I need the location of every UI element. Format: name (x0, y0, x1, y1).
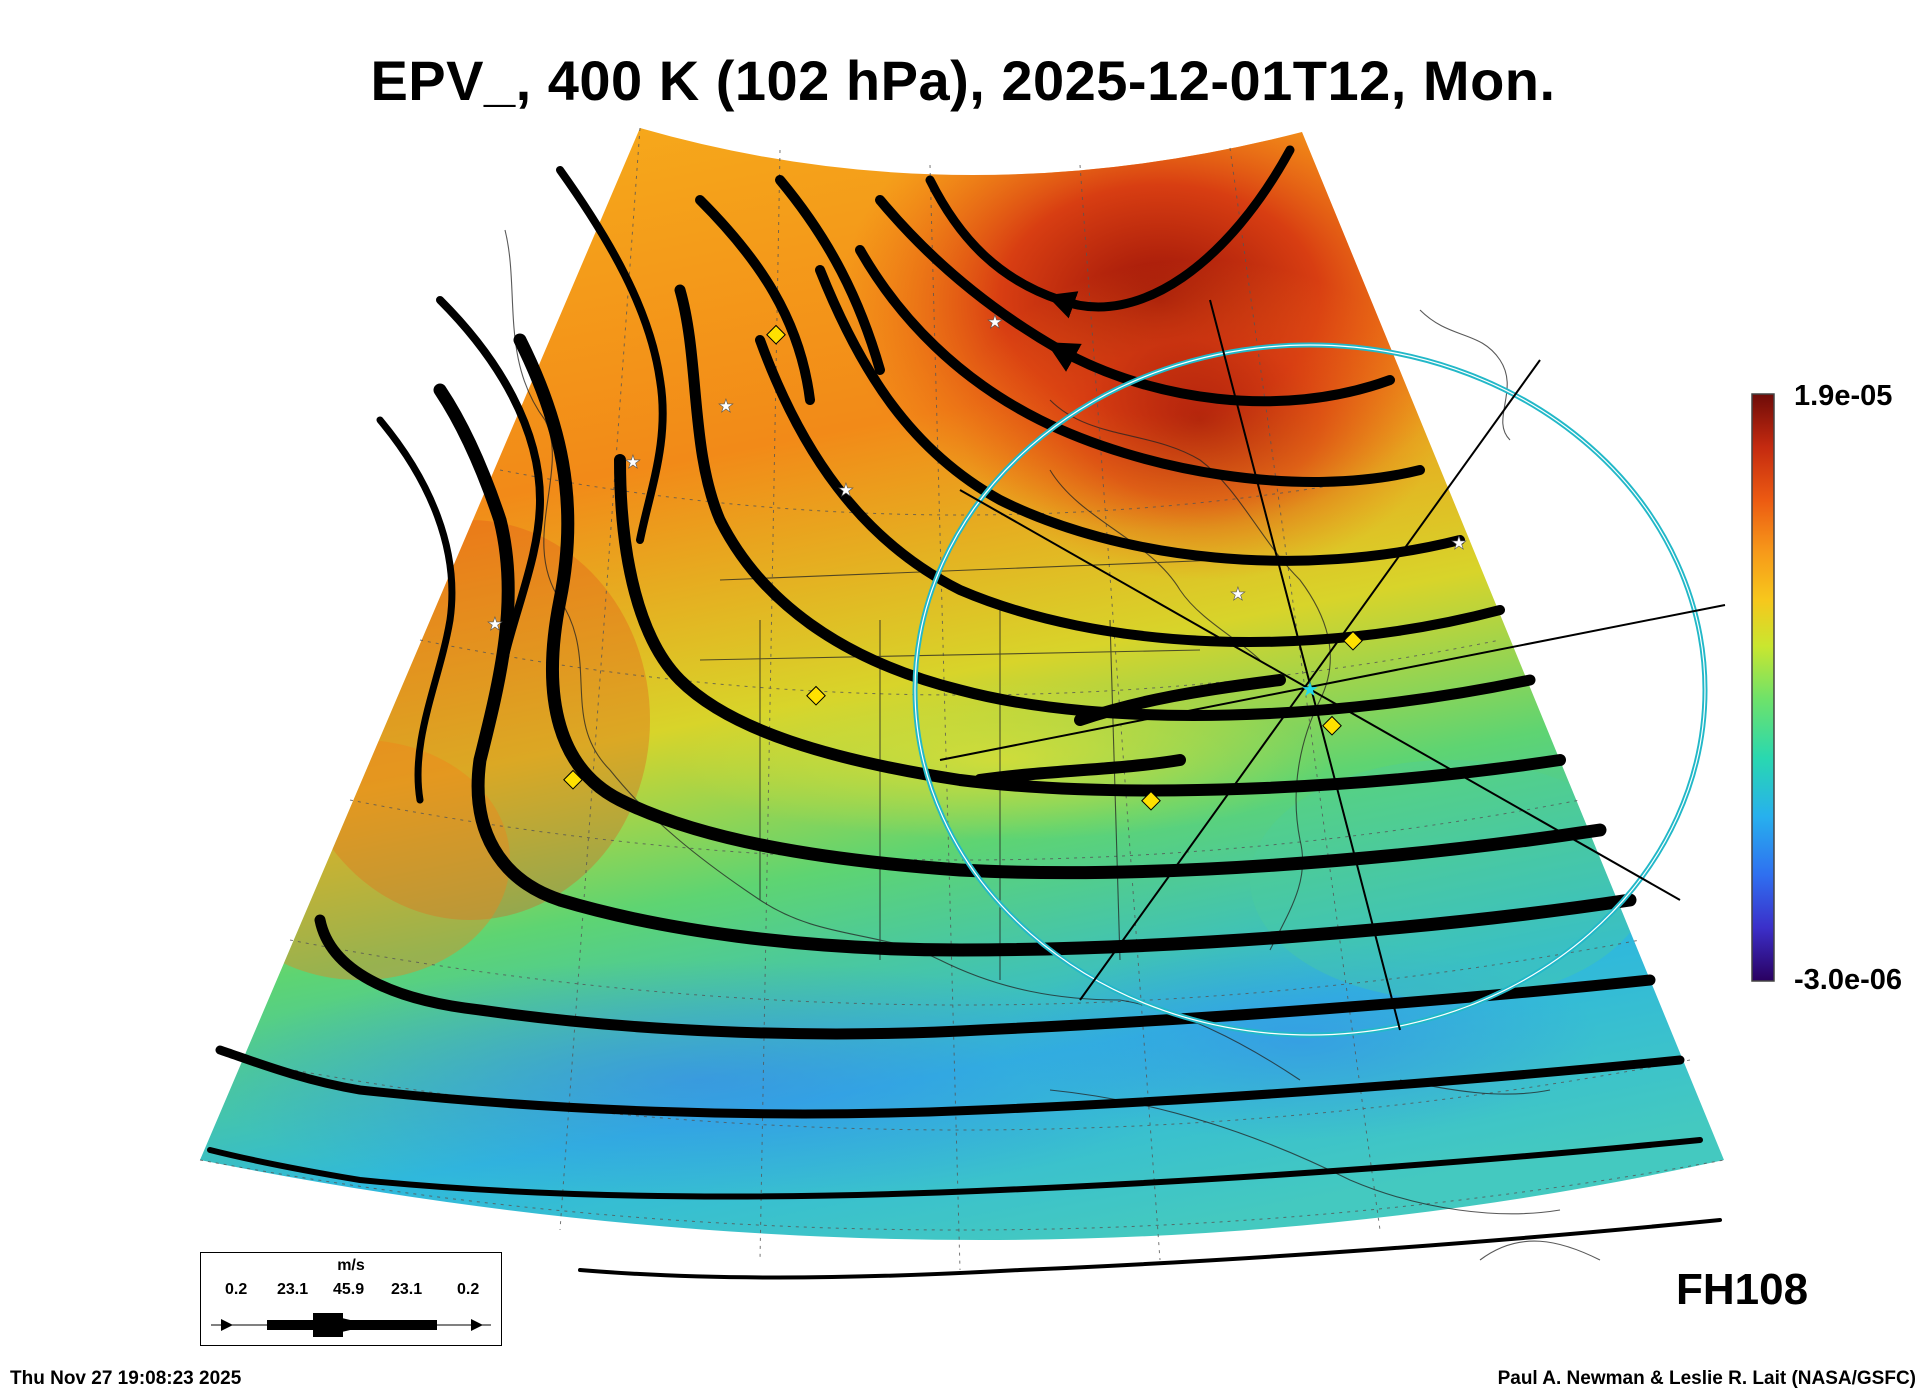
diamond-marker (1343, 630, 1363, 651)
footer-timestamp: Thu Nov 27 19:08:23 2025 (10, 1368, 242, 1389)
range-ring-group: ★ (912, 299, 1726, 1038)
star-marker-icon: ★ (718, 396, 734, 417)
star-marker-icon: ★ (838, 480, 854, 501)
legend-value: 23.1 (277, 1281, 309, 1298)
colorbar-max-label: 1.9e-05 (1794, 380, 1893, 412)
legend-value: 23.1 (391, 1281, 423, 1298)
page-title: EPV_, 400 K (102 hPa), 2025-12-01T12, Mo… (370, 49, 1556, 112)
diamond-marker (1141, 790, 1161, 811)
wind-speed-legend: m/s 0.2 23.1 45.9 23.1 0.2 (200, 1252, 502, 1346)
star-marker-icon: ★ (987, 312, 1003, 333)
cross-line-4 (959, 489, 1681, 901)
diamond-marker (563, 769, 583, 790)
diamond-marker (806, 685, 826, 706)
cross-line-2 (1209, 299, 1401, 1031)
star-marker-icon: ★ (625, 452, 641, 473)
legend-arrow-scale (211, 1313, 491, 1337)
colorbar (1751, 393, 1775, 982)
diamond-marker (766, 324, 786, 345)
colorbar-min-label: -3.0e-06 (1794, 964, 1903, 996)
legend-value: 45.9 (333, 1281, 365, 1298)
star-marker-icon: ★ (1451, 533, 1467, 554)
legend-unit: m/s (337, 1257, 365, 1274)
star-marker-icon: ★ (487, 614, 503, 635)
legend-value: 0.2 (225, 1281, 248, 1298)
star-marker-icon: ★ (1230, 584, 1246, 605)
center-star-icon: ★ (1301, 677, 1319, 701)
legend-value: 0.2 (457, 1281, 480, 1298)
cross-line-3 (939, 604, 1726, 761)
footer-credit: Paul A. Newman & Leslie R. Lait (NASA/GS… (1497, 1368, 1916, 1389)
diamond-marker (1322, 715, 1342, 736)
site-markers: ★ ★ ★ ★ ★ ★ ★ (487, 312, 1467, 811)
wind-streamlines (207, 145, 1722, 1280)
cross-line-1 (1079, 359, 1541, 1001)
coastlines (504, 229, 1601, 1261)
forecast-hour: FH108 (1676, 1265, 1809, 1314)
